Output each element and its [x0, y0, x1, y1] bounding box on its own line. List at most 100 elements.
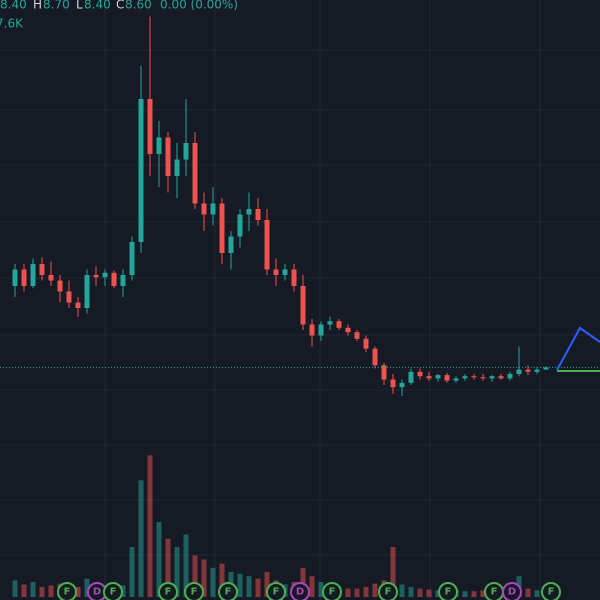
volume-bar: [372, 583, 378, 597]
volume-bar: [354, 588, 360, 597]
candle-body: [138, 99, 144, 242]
candle-body: [57, 280, 63, 292]
candle-body: [48, 275, 54, 281]
event-label: F: [385, 587, 392, 598]
volume-bar: [525, 588, 531, 597]
candle-body: [543, 367, 549, 370]
drawing-line[interactable]: [556, 326, 600, 371]
candle-body: [39, 264, 45, 275]
volume-bar: [318, 582, 324, 597]
candle-body: [228, 236, 234, 253]
volume-bar: [264, 572, 270, 597]
volume-bar: [309, 576, 315, 597]
candle-body: [273, 269, 279, 275]
volume-bar: [129, 547, 135, 597]
event-marker: [184, 582, 204, 600]
event-label: F: [273, 587, 280, 598]
volume-bar: [426, 589, 432, 597]
candle-body: [480, 377, 486, 379]
close-value: 8.60: [125, 0, 152, 12]
candle-body: [84, 275, 90, 308]
volume-bar: [48, 585, 54, 597]
volume-value: 7.6K: [0, 17, 24, 31]
candle-body: [435, 375, 441, 379]
candle-body: [246, 209, 252, 215]
volume-bar: [210, 567, 216, 597]
candle-body: [363, 338, 369, 349]
volume-bar: [156, 522, 162, 597]
candle-body: [336, 321, 342, 328]
event-marker: [158, 582, 178, 600]
candle-body: [444, 375, 450, 381]
candle-body: [201, 203, 207, 215]
event-label: D: [93, 587, 101, 598]
candle-body: [282, 269, 288, 275]
volume-bar: [30, 582, 36, 597]
candle-body: [354, 332, 360, 339]
open-value: 8.40: [0, 0, 27, 12]
candle-body: [210, 203, 216, 215]
event-label: F: [110, 587, 117, 598]
event-marker: [541, 582, 561, 600]
candle-body: [165, 137, 171, 176]
volume-bar: [120, 585, 126, 597]
candle-body: [498, 376, 504, 379]
event-marker: [378, 582, 398, 600]
candle-body: [237, 214, 243, 237]
candle-body: [534, 369, 540, 372]
volume-bar: [246, 576, 252, 597]
volume-bar: [75, 587, 81, 597]
event-label: F: [225, 587, 232, 598]
event-marker: [218, 582, 238, 600]
candle-body: [408, 371, 414, 383]
candle-body: [525, 369, 531, 372]
candle-body: [390, 379, 396, 388]
event-marker: [438, 582, 458, 600]
candle-body: [417, 371, 423, 377]
candle-body: [516, 369, 522, 374]
candle-body: [327, 321, 333, 325]
close-label: C: [116, 0, 124, 12]
volume-bar: [12, 580, 18, 597]
event-marker: [57, 582, 77, 600]
event-label: F: [548, 587, 555, 598]
low-value: 8.40: [84, 0, 111, 12]
candle-body: [93, 275, 99, 278]
event-label: F: [64, 587, 71, 598]
candle-body: [372, 348, 378, 366]
volume-bar: [183, 534, 189, 597]
candle-body: [111, 272, 117, 286]
candle-body: [264, 220, 270, 270]
event-label: D: [296, 587, 304, 598]
candle-body: [192, 143, 198, 204]
candle-body: [471, 376, 477, 378]
volume-bar: [201, 559, 207, 597]
candle-body: [426, 376, 432, 379]
volume-bar: [435, 590, 441, 597]
volume-bar: [300, 567, 306, 597]
candle-body: [453, 378, 459, 381]
candle-body: [102, 272, 108, 278]
volume-bar: [147, 455, 153, 597]
candle-body: [156, 137, 162, 154]
candle-body: [399, 382, 405, 388]
volume-bar: [21, 584, 27, 597]
candle-body: [183, 143, 189, 160]
legend: 8.40 H 8.70 L 8.40 C 8.60 0.00 (0.00%) 7…: [0, 0, 238, 31]
candle-body: [12, 269, 18, 286]
volume-bar: [534, 590, 540, 597]
candle-body: [345, 327, 351, 333]
event-label: F: [165, 587, 172, 598]
candle-body: [300, 286, 306, 325]
volume-bar: [237, 573, 243, 597]
volume-bar: [84, 578, 90, 597]
candle-body: [462, 376, 468, 379]
event-marker: [266, 582, 286, 600]
event-label: F: [445, 587, 452, 598]
volume-bar: [471, 591, 477, 597]
event-label: F: [329, 587, 336, 598]
candle-body: [120, 275, 126, 286]
